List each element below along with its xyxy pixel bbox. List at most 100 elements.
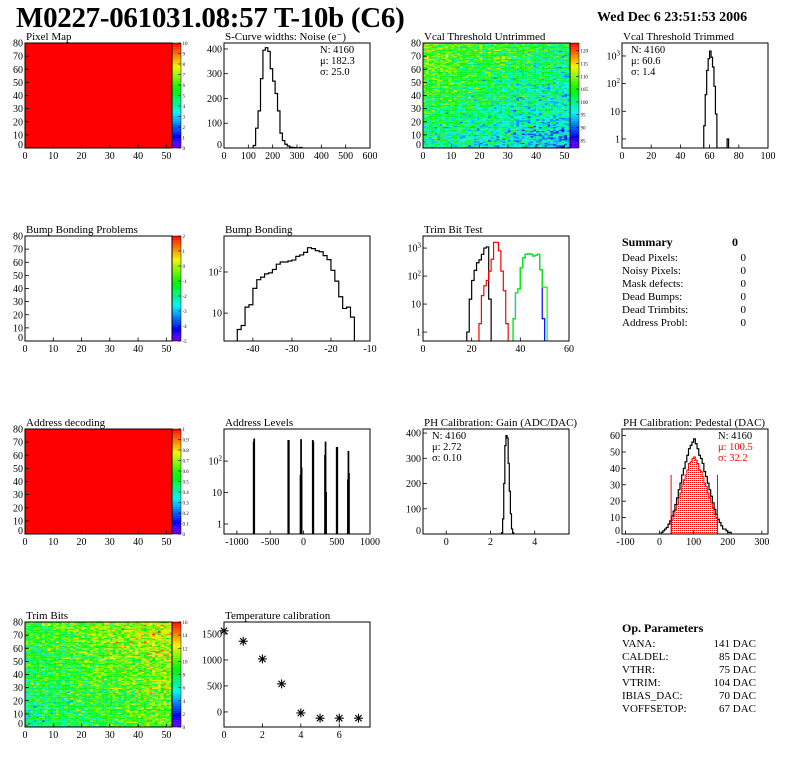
- heatmap-cell: [541, 73, 545, 75]
- heatmap-cell: [468, 109, 472, 112]
- heatmap-cell: [442, 123, 446, 125]
- heatmap-cell: [423, 116, 426, 118]
- color-scale-step: [172, 137, 181, 140]
- heatmap-cell: [502, 91, 506, 93]
- heatmap-cell: [479, 83, 483, 86]
- x-tick-label: 30: [503, 151, 513, 162]
- heatmap-cell: [519, 70, 522, 72]
- heatmap-cell: [479, 73, 483, 75]
- heatmap-cell: [561, 45, 565, 47]
- heatmap-cell: [521, 96, 525, 99]
- heatmap-cell: [431, 90, 435, 92]
- heatmap-cell: [445, 140, 449, 142]
- heatmap-cell: [439, 91, 443, 93]
- heatmap-cell: [30, 720, 34, 722]
- heatmap-cell: [459, 106, 463, 108]
- heatmap-cell: [510, 50, 514, 53]
- heatmap-cell: [541, 79, 545, 82]
- heatmap-cell: [493, 88, 497, 91]
- heatmap-cell: [538, 138, 542, 141]
- heatmap-cell: [561, 95, 565, 97]
- heatmap-cell: [502, 140, 506, 142]
- heatmap-cell: [547, 56, 551, 58]
- heatmap-cell: [519, 54, 522, 57]
- heatmap-cell: [507, 107, 511, 109]
- color-scale-step: [172, 45, 181, 48]
- heatmap-cell: [473, 66, 477, 68]
- heatmap-cell: [468, 87, 472, 89]
- heatmap-cell: [564, 145, 568, 147]
- heatmap-cell: [488, 113, 491, 116]
- y-tick-label: 20: [411, 117, 421, 128]
- heatmap-cell: [510, 140, 514, 142]
- heatmap-cell: [445, 73, 449, 75]
- heatmap-cell: [437, 60, 441, 62]
- heatmap-cell: [456, 136, 460, 138]
- heatmap-cell: [555, 56, 559, 58]
- heatmap-cell: [513, 99, 517, 101]
- heatmap-cell: [439, 112, 443, 114]
- y-tick-label: 60: [13, 65, 23, 76]
- heatmap-cell: [553, 48, 556, 50]
- heatmap-cell: [462, 115, 466, 117]
- heatmap-cell: [423, 125, 426, 128]
- heatmap-cell: [490, 132, 494, 134]
- heatmap-cell: [519, 136, 522, 138]
- heatmap-cell: [541, 96, 545, 99]
- heatmap-cell: [490, 67, 494, 70]
- heatmap-cell: [561, 98, 565, 100]
- stats-line: σ: 32.2: [718, 453, 748, 464]
- heatmap-cell: [456, 49, 460, 51]
- heatmap-cell: [521, 82, 525, 84]
- heatmap-cell: [513, 67, 517, 70]
- heatmap-cell: [544, 73, 548, 75]
- heatmap-cell: [533, 71, 537, 74]
- heatmap-cell: [476, 87, 480, 89]
- heatmap-cell: [553, 45, 556, 47]
- heatmap-cell: [462, 53, 466, 55]
- x-tick-label: 100: [761, 151, 776, 162]
- heatmap-cell: [476, 130, 480, 133]
- heatmap-cell: [448, 71, 452, 74]
- color-scale-step: [172, 133, 181, 136]
- heatmap-cell: [485, 96, 489, 99]
- heatmap-cell: [437, 137, 441, 139]
- heatmap-cell: [479, 64, 483, 66]
- color-scale-step: [172, 437, 181, 440]
- heatmap-cell: [462, 78, 466, 80]
- heatmap-cell: [558, 113, 562, 116]
- heatmap-cell: [482, 54, 486, 57]
- heatmap-cell: [513, 144, 517, 146]
- heatmap-cell: [567, 140, 570, 142]
- heatmap-cell: [536, 103, 539, 105]
- heatmap-cell: [567, 50, 570, 53]
- heatmap-cell: [519, 134, 522, 137]
- heatmap-cell: [445, 109, 449, 112]
- heatmap-cell: [451, 133, 455, 135]
- heatmap-cell: [434, 49, 438, 51]
- heatmap-cell: [423, 81, 426, 83]
- heatmap-cell: [459, 82, 463, 84]
- heatmap-cell: [434, 132, 438, 134]
- heatmap-cell: [513, 140, 517, 142]
- heatmap-cell: [485, 103, 489, 105]
- heatmap-cell: [431, 98, 435, 100]
- heatmap-cell: [439, 95, 443, 97]
- heatmap-cell: [504, 46, 508, 49]
- heatmap-cell: [550, 132, 554, 134]
- heatmap-cell: [513, 130, 517, 133]
- heatmap-cell: [454, 65, 457, 67]
- heatmap-cell: [502, 98, 506, 100]
- heatmap-cell: [527, 120, 531, 122]
- heatmap-cell: [516, 69, 520, 71]
- heatmap-cell: [502, 71, 506, 74]
- heatmap-cell: [454, 134, 457, 137]
- heatmap-cell: [465, 92, 469, 95]
- heatmap-cell: [471, 90, 474, 92]
- heatmap-cell: [471, 128, 474, 130]
- heatmap-cell: [423, 106, 426, 108]
- heatmap-cell: [27, 696, 31, 699]
- heatmap-cell: [493, 78, 497, 80]
- heatmap-cell: [533, 70, 537, 72]
- heatmap-cell: [516, 91, 520, 93]
